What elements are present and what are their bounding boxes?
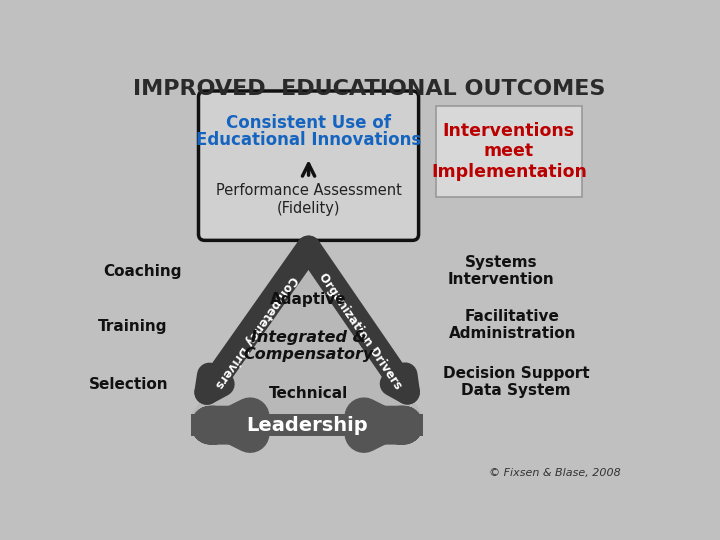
- Text: Systems
Intervention: Systems Intervention: [447, 255, 554, 287]
- Text: Educational Innovations: Educational Innovations: [196, 131, 421, 149]
- Text: Technical: Technical: [269, 386, 348, 401]
- Text: Interventions
meet
Implementation: Interventions meet Implementation: [431, 122, 587, 181]
- Text: Organization Drivers: Organization Drivers: [315, 271, 404, 392]
- Text: Training: Training: [98, 319, 167, 334]
- Polygon shape: [191, 248, 423, 415]
- Text: Leadership: Leadership: [246, 416, 368, 435]
- Text: IMPROVED  EDUCATIONAL OUTCOMES: IMPROVED EDUCATIONAL OUTCOMES: [132, 79, 606, 99]
- Text: Selection: Selection: [89, 377, 168, 392]
- FancyBboxPatch shape: [199, 91, 418, 240]
- FancyBboxPatch shape: [436, 106, 582, 197]
- Bar: [191, 414, 423, 436]
- Text: Competency Drivers: Competency Drivers: [212, 273, 300, 390]
- Text: Coaching: Coaching: [104, 264, 182, 279]
- Text: Decision Support
Data System: Decision Support Data System: [443, 366, 590, 398]
- Text: Adaptive: Adaptive: [270, 292, 347, 307]
- Text: © Fixsen & Blase, 2008: © Fixsen & Blase, 2008: [489, 468, 621, 478]
- Text: Consistent Use of: Consistent Use of: [226, 114, 391, 132]
- Text: Integrated &
Compensatory: Integrated & Compensatory: [243, 329, 374, 362]
- Text: Performance Assessment
(Fidelity): Performance Assessment (Fidelity): [215, 184, 402, 216]
- Text: Facilitative
Administration: Facilitative Administration: [449, 309, 576, 341]
